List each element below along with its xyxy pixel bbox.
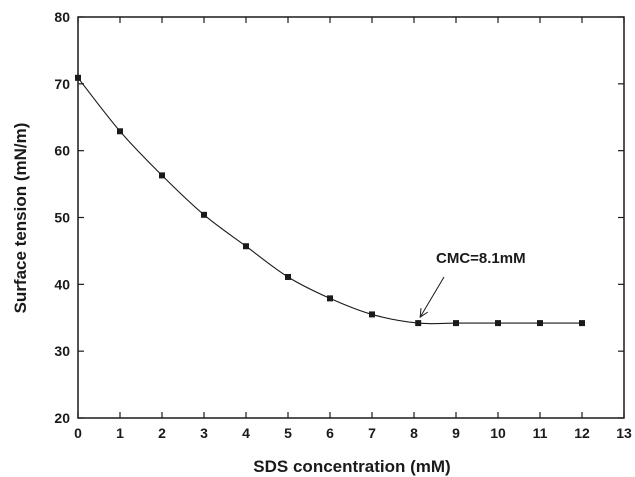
y-tick-label: 30 [54, 343, 70, 359]
axes [77, 16, 625, 419]
y-tick-label: 70 [54, 76, 70, 92]
y-tick-label: 40 [54, 276, 70, 292]
x-tick-label: 3 [200, 425, 208, 441]
y-axis-title: Surface tension (mN/m) [11, 123, 30, 314]
data-point [579, 320, 585, 327]
cmc-arrow-head [419, 308, 428, 319]
y-tick-label: 20 [54, 410, 70, 426]
x-tick-label: 7 [368, 425, 376, 441]
data-point [201, 211, 207, 218]
x-tick-label: 8 [410, 425, 418, 441]
data-point [369, 311, 375, 318]
data-point [327, 295, 333, 302]
data-point [495, 320, 501, 327]
y-tick-label: 80 [54, 9, 70, 25]
plot-frame [77, 16, 625, 419]
annotation: CMC=8.1mM [419, 250, 526, 319]
x-tick-label: 1 [116, 425, 124, 441]
y-tick-label: 60 [54, 143, 70, 159]
series [75, 74, 585, 327]
x-tick-label: 2 [158, 425, 166, 441]
data-point [75, 74, 81, 81]
data-point [117, 128, 123, 135]
cmc-annotation-label: CMC=8.1mM [436, 250, 526, 267]
data-point [537, 320, 543, 327]
x-tick-label: 13 [616, 425, 632, 441]
x-axis-title: SDS concentration (mM) [253, 457, 450, 476]
y-tick-label: 50 [54, 210, 70, 226]
data-point [415, 320, 422, 327]
x-tick-label: 10 [490, 425, 506, 441]
data-point [453, 320, 459, 327]
cmc-arrow-line [419, 276, 445, 318]
data-point [159, 172, 165, 179]
x-tick-label: 4 [242, 425, 250, 441]
series-line [77, 77, 582, 325]
data-point [243, 243, 249, 250]
x-tick-label: 5 [284, 425, 292, 441]
x-tick-label: 12 [574, 425, 590, 441]
data-point [285, 273, 291, 280]
x-tick-label: 6 [326, 425, 334, 441]
x-tick-label: 0 [74, 425, 82, 441]
x-tick-label: 11 [533, 425, 548, 441]
x-tick-label: 9 [452, 425, 460, 441]
